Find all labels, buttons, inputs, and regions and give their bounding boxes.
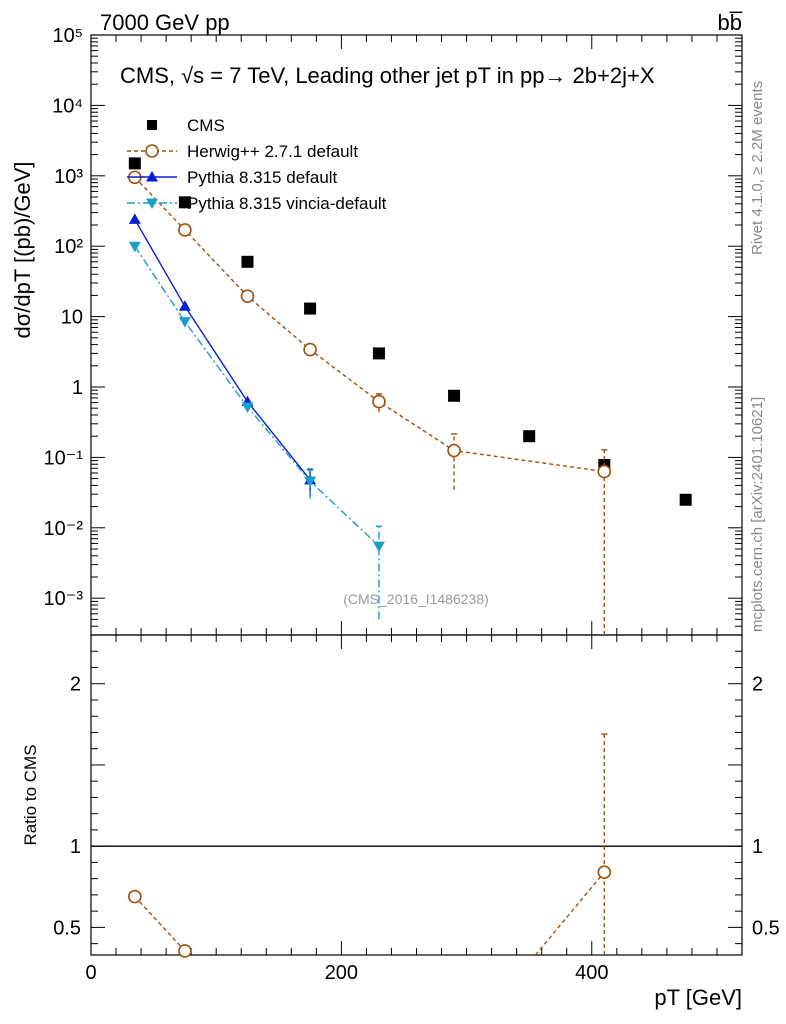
cms-point xyxy=(372,347,385,360)
herwig-2-7-1-default-point xyxy=(178,223,192,237)
ratio-axis-label: Ratio to CMS xyxy=(21,744,40,845)
herwig-2-7-1-default-point xyxy=(240,289,255,303)
herwig-2-7-1-default-point xyxy=(597,464,612,479)
pythia-8-315-default-point xyxy=(128,213,141,224)
pythia-8-315-vincia-default-point xyxy=(372,541,385,553)
ratio-plot-frame xyxy=(90,634,743,956)
legend-label-cms: CMS xyxy=(187,116,225,135)
pythia-8-315-vincia-default-point xyxy=(128,241,141,253)
y-axis-label: dσ/dpT [(pb)/GeV] xyxy=(10,161,35,338)
legend: CMS Herwig++ 2.7.1 default Pythia 8.315 de… xyxy=(127,116,387,213)
y-tick-label: 10³ xyxy=(54,166,83,188)
cms-point xyxy=(448,389,461,402)
legend-marker-cms xyxy=(147,120,157,130)
cms-point xyxy=(178,196,191,209)
ratio-tick-label: 0.5 xyxy=(53,917,81,939)
legend-label-pythia-8-315-default: Pythia 8.315 default xyxy=(187,168,338,187)
y-tick-label: 10 xyxy=(61,307,83,329)
collision-energy-label: 7000 GeV pp xyxy=(100,10,230,35)
herwig-2-7-1-default-line xyxy=(134,176,605,473)
legend-label-herwig-2-7-1-default: Herwig++ 2.7.1 default xyxy=(187,142,358,161)
pythia-8-315-vincia-default-line xyxy=(134,245,380,547)
cms-point xyxy=(128,157,141,170)
cms-point xyxy=(523,430,536,443)
legend-marker-pythia-8-315-default xyxy=(146,171,158,182)
y-tick-label: 10⁵ xyxy=(52,25,83,47)
ratio-series-layer xyxy=(128,733,612,958)
x-tick-label: 400 xyxy=(575,962,608,984)
ratio-y-axis-ticks: 0.5 0.5 1 1 2 2 xyxy=(53,650,780,945)
herwig-2-7-1-default-ratio-point xyxy=(597,865,612,879)
y-tick-label: 10⁻¹ xyxy=(44,447,84,469)
chart-title: CMS, √s = 7 TeV, Leading other jet pT in… xyxy=(120,63,655,88)
mcplots-label: mcplots.cern.ch [arXiv:2401.10621] xyxy=(749,397,766,632)
herwig-2-7-1-default-ratio-point xyxy=(128,889,142,904)
main-y-axis-ticks: 10⁻³ 10⁻² 10⁻¹ 1 10 10² 10³ 10⁴ 10⁵ xyxy=(44,25,742,636)
herwig-2-7-1-default-ratio-line xyxy=(134,896,186,952)
cms-point xyxy=(241,255,254,268)
analysis-id-label: (CMS_2016_I1486238) xyxy=(343,591,489,607)
pythia-8-315-vincia-default-point xyxy=(241,402,254,413)
y-tick-label: 10⁻³ xyxy=(44,588,84,610)
x-axis-label: pT [GeV] xyxy=(654,985,742,1010)
series-layer xyxy=(128,157,692,635)
cms-point xyxy=(304,302,317,315)
y-tick-label: 10⁴ xyxy=(52,95,83,117)
x-axis-ticks: 0 200 400 xyxy=(85,35,743,984)
legend-marker-herwig-2-7-1-default xyxy=(145,144,159,158)
ratio-tick-label: 2 xyxy=(70,674,81,696)
process-label: bb̅ xyxy=(718,10,743,35)
pythia-8-315-default-line xyxy=(134,219,311,481)
herwig-2-7-1-default-point xyxy=(303,342,317,357)
herwig-2-7-1-default-point xyxy=(372,394,386,409)
herwig-2-7-1-default-point xyxy=(447,443,461,458)
x-tick-label: 200 xyxy=(325,962,358,984)
y-tick-label: 10² xyxy=(54,236,83,258)
rivet-version-label: Rivet 4.1.0, ≥ 2.2M events xyxy=(749,81,766,255)
cms-point xyxy=(679,493,692,506)
pythia-8-315-vincia-default-point xyxy=(304,476,317,488)
y-tick-label: 1 xyxy=(72,377,83,399)
ratio-tick-label-right: 2 xyxy=(752,674,763,696)
ratio-tick-label: 1 xyxy=(70,836,81,858)
x-tick-label: 0 xyxy=(85,962,96,984)
legend-marker-pythia-8-315-vincia-default xyxy=(146,198,158,209)
legend-label-pythia-8-315-vincia-default: Pythia 8.315 vincia-default xyxy=(187,194,387,213)
y-tick-label: 10⁻² xyxy=(44,518,84,540)
herwig-2-7-1-default-ratio-point xyxy=(178,944,192,958)
herwig-2-7-1-default-ratio-line xyxy=(534,871,605,956)
pythia-8-315-default-point xyxy=(178,300,191,311)
ratio-tick-label-right: 1 xyxy=(752,836,763,858)
ratio-tick-label-right: 0.5 xyxy=(752,917,780,939)
pythia-8-315-vincia-default-point xyxy=(178,317,191,328)
